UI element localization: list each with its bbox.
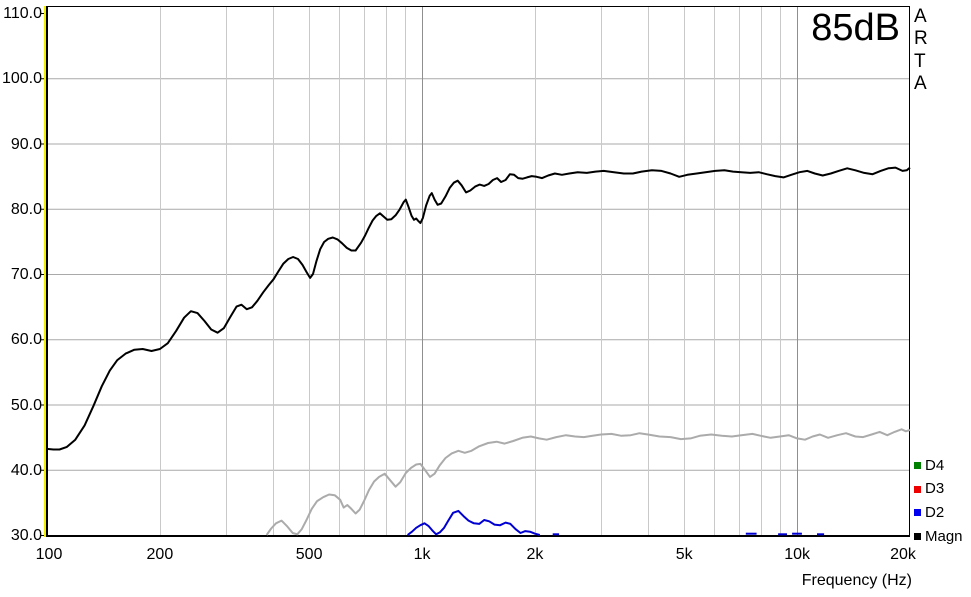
x-tick-label: 10k: [784, 546, 810, 563]
legend-swatch-icon: [914, 533, 921, 541]
series-overlay-gray: [265, 428, 911, 536]
legend-label: D4: [925, 456, 945, 474]
legend: D4 D3 D2 Magn: [914, 0, 971, 597]
y-tick-label: 70.0: [10, 266, 42, 283]
legend-label: D2: [925, 503, 945, 521]
y-tick-label: 110.0: [3, 5, 42, 22]
legend-item-d4: D4: [914, 457, 944, 475]
x-tick-label: 500: [295, 546, 323, 563]
legend-item-d2: D2: [914, 504, 944, 522]
x-axis-title: Frequency (Hz): [801, 572, 912, 589]
legend-label: D3: [925, 480, 945, 498]
legend-label: Magn: [925, 527, 963, 545]
level-readout: 85dB: [811, 7, 900, 49]
series-d2: [407, 509, 541, 536]
series-magn: [46, 166, 911, 451]
x-tick-label: 1k: [413, 546, 431, 563]
watermark-letter: R: [914, 28, 928, 50]
legend-swatch-icon: [914, 485, 921, 493]
y-tick-label: 60.0: [10, 331, 42, 349]
x-tick-label: 200: [146, 546, 174, 563]
y-tick-label: 50.0: [10, 396, 42, 414]
y-tick-label: 100.0: [1, 70, 42, 88]
y-tick-label: 80.0: [10, 200, 42, 218]
y-tick-label: 40.0: [10, 461, 42, 479]
watermark-letter: A: [914, 73, 927, 95]
x-tick-label: 5k: [675, 546, 693, 563]
watermark-letter: T: [914, 50, 926, 72]
legend-swatch-icon: [914, 462, 921, 469]
y-tick-label: 30.0: [10, 527, 42, 544]
y-tick-label: 90.0: [10, 135, 42, 153]
legend-swatch-icon: [914, 509, 921, 517]
legend-item-d3: D3: [914, 480, 944, 498]
x-tick-label: 2k: [526, 546, 544, 563]
legend-item-magn: Magn: [914, 528, 963, 546]
watermark-letter: A: [914, 6, 927, 27]
x-tick-label: 100: [35, 546, 63, 563]
x-tick-label: 20k: [890, 546, 916, 563]
